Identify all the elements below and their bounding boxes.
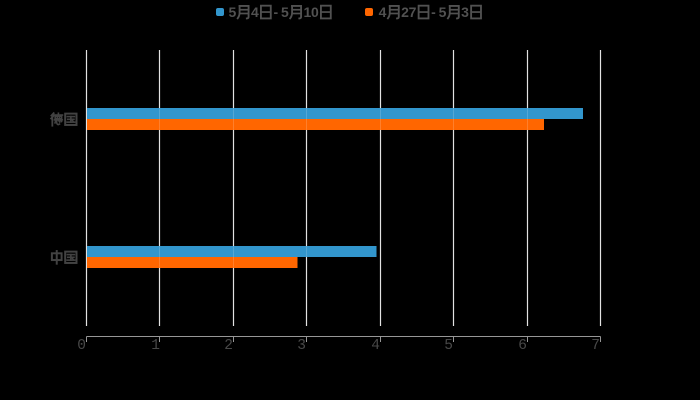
svg-text:5: 5 — [444, 338, 453, 354]
svg-text:1: 1 — [151, 338, 160, 354]
svg-text:3: 3 — [297, 338, 306, 354]
svg-text:7: 7 — [409, 4, 417, 20]
svg-text:5: 5 — [228, 4, 236, 20]
svg-text:4: 4 — [251, 4, 259, 20]
svg-text:7: 7 — [591, 338, 600, 354]
svg-text:-: - — [431, 4, 436, 20]
svg-text:5: 5 — [281, 4, 289, 20]
svg-text:5: 5 — [439, 4, 447, 20]
svg-text:1: 1 — [303, 4, 311, 20]
svg-text:0: 0 — [311, 4, 319, 20]
svg-text:3: 3 — [461, 4, 469, 20]
svg-text:2: 2 — [401, 4, 409, 20]
svg-text:4: 4 — [379, 4, 387, 20]
svg-text:-: - — [273, 4, 278, 20]
svg-text:6: 6 — [518, 338, 527, 354]
svg-text:4: 4 — [371, 338, 380, 354]
svg-text:2: 2 — [224, 338, 233, 354]
svg-text:0: 0 — [77, 338, 86, 354]
